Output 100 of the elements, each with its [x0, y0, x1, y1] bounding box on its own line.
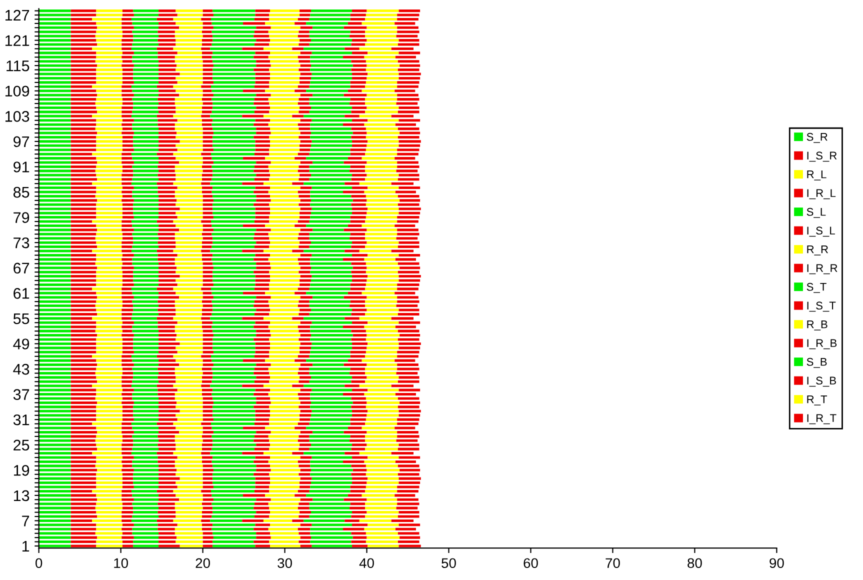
bar	[254, 460, 268, 463]
bar	[122, 486, 134, 488]
bar	[269, 350, 300, 354]
bar	[270, 174, 300, 176]
bar	[270, 477, 300, 480]
bar	[177, 524, 202, 526]
bar	[132, 22, 159, 25]
bar	[270, 140, 300, 143]
bar	[38, 266, 71, 270]
legend-label: S_B	[806, 358, 827, 368]
bar	[397, 296, 418, 299]
bar	[268, 393, 298, 396]
bar	[398, 174, 420, 176]
bar	[70, 515, 98, 518]
bar	[96, 232, 122, 236]
bar	[269, 85, 298, 88]
bar	[122, 81, 134, 84]
bar	[134, 321, 158, 324]
bar	[38, 401, 71, 404]
bar	[352, 76, 367, 80]
bar	[97, 199, 122, 202]
bar	[202, 426, 212, 430]
bar	[202, 10, 213, 12]
bar	[212, 477, 256, 480]
bar	[174, 464, 203, 468]
bar	[312, 72, 352, 76]
bar	[211, 490, 254, 492]
bar	[350, 283, 366, 286]
bar	[213, 148, 256, 152]
bar	[306, 292, 348, 294]
bar	[394, 90, 416, 92]
bar	[132, 224, 159, 227]
bar	[400, 132, 420, 134]
bar	[133, 473, 159, 476]
bar	[270, 266, 300, 270]
bar	[176, 22, 203, 25]
bar	[156, 519, 174, 522]
bar	[177, 148, 203, 152]
bar	[395, 190, 416, 194]
bar	[122, 224, 132, 227]
bar	[352, 410, 368, 412]
bar	[158, 102, 175, 105]
bar	[312, 477, 352, 480]
bar	[132, 123, 158, 126]
bar	[352, 536, 367, 539]
bar	[298, 262, 310, 265]
bar	[254, 170, 270, 172]
bar	[202, 165, 212, 168]
bar	[97, 430, 122, 434]
bar	[122, 477, 134, 480]
bar	[96, 157, 122, 160]
bar	[310, 203, 352, 206]
bar	[133, 208, 159, 210]
bar	[311, 266, 353, 270]
bar	[70, 426, 96, 430]
bar	[38, 498, 71, 501]
bar	[174, 330, 203, 332]
bar	[310, 81, 350, 84]
bar	[133, 170, 159, 172]
bar	[177, 254, 202, 256]
bar	[122, 178, 132, 181]
bar	[350, 237, 366, 240]
bar	[270, 511, 300, 514]
bar	[122, 456, 134, 459]
bar	[365, 300, 398, 303]
bar	[350, 355, 366, 358]
bar	[96, 22, 122, 25]
bar	[202, 515, 212, 518]
bar	[38, 334, 71, 337]
bar	[96, 275, 122, 278]
bar	[398, 532, 420, 535]
bar	[269, 486, 300, 488]
bar	[398, 321, 420, 324]
bar	[122, 380, 132, 383]
bar	[300, 241, 312, 244]
bar	[202, 312, 212, 316]
bar	[202, 199, 214, 202]
bar	[352, 346, 367, 350]
bar	[122, 414, 134, 417]
bar	[179, 296, 203, 299]
bar	[158, 401, 177, 404]
bar	[122, 220, 132, 223]
bar	[174, 56, 202, 58]
bar	[270, 468, 300, 472]
bar	[95, 60, 122, 63]
bar	[158, 203, 176, 206]
bar	[300, 486, 310, 488]
bar	[96, 511, 122, 514]
bar	[96, 418, 122, 421]
bar	[38, 321, 71, 324]
bar	[180, 72, 203, 76]
bar	[366, 334, 400, 337]
bar	[122, 524, 134, 526]
bar	[176, 406, 203, 408]
bar	[366, 464, 398, 468]
bar	[122, 258, 132, 261]
bar	[38, 203, 71, 206]
bar	[366, 76, 399, 80]
bar	[38, 52, 71, 54]
bar	[174, 170, 203, 172]
